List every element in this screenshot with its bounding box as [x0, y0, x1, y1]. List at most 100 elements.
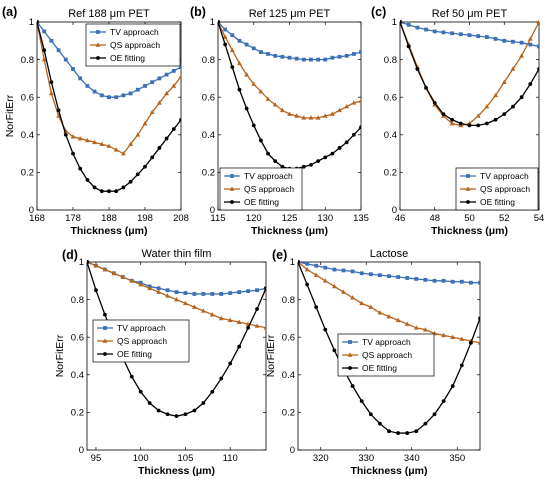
data-point: [316, 57, 320, 62]
data-point: [251, 46, 256, 51]
x-tick-label: 52: [499, 213, 510, 224]
data-point: [164, 136, 169, 141]
data-point: [323, 57, 328, 62]
data-point: [171, 83, 177, 88]
data-point: [478, 316, 480, 321]
series-group: [400, 19, 539, 128]
data-point: [92, 89, 97, 94]
x-tick-label: 168: [29, 213, 45, 224]
data-point: [301, 115, 307, 120]
data-point: [147, 401, 152, 405]
data-point: [441, 112, 446, 117]
series-group: [218, 19, 361, 171]
x-tick-label: 188: [101, 213, 117, 224]
data-point: [424, 85, 428, 90]
legend: TV approach QS approach OE fitting: [92, 319, 190, 363]
data-point: [93, 263, 99, 268]
data-point: [157, 76, 162, 81]
data-point: [396, 275, 400, 279]
data-point: [143, 164, 147, 169]
data-point: [129, 278, 135, 283]
data-point: [106, 143, 112, 148]
data-point: [330, 55, 335, 60]
data-point: [230, 33, 235, 38]
data-point: [536, 19, 539, 24]
y-axis-title: NorFitErr: [54, 334, 66, 377]
data-point: [359, 399, 364, 404]
legend-marker: [466, 174, 470, 178]
y-tick-label: 0.8: [384, 55, 397, 66]
data-point: [404, 321, 410, 326]
data-point: [87, 260, 89, 264]
x-tick-label: 100: [133, 453, 149, 464]
data-point: [164, 90, 169, 96]
data-point: [255, 288, 259, 293]
data-point: [351, 52, 356, 56]
data-point: [459, 363, 464, 368]
data-point: [350, 384, 355, 388]
y-tick-label: 0.4: [384, 130, 397, 141]
data-point: [165, 412, 170, 417]
data-point: [107, 95, 111, 100]
data-point: [484, 104, 490, 109]
data-point: [432, 100, 437, 105]
data-point: [92, 185, 97, 190]
data-point: [314, 263, 319, 268]
data-point: [165, 293, 170, 298]
data-point: [138, 281, 144, 287]
data-point: [502, 38, 507, 43]
data-point: [341, 268, 346, 273]
data-point: [200, 308, 206, 313]
data-point: [330, 151, 335, 156]
data-point: [476, 123, 481, 128]
data-point: [519, 95, 524, 100]
data-point: [77, 135, 83, 141]
panel-title: Water thin film: [142, 248, 212, 260]
data-point: [396, 431, 400, 435]
data-point: [476, 34, 481, 38]
y-axis-title: NorFitErr: [4, 94, 16, 137]
data-point: [368, 272, 373, 277]
data-point: [56, 48, 61, 53]
data-point: [432, 412, 437, 417]
data-point: [405, 431, 410, 435]
y-tick-label: 0.2: [202, 168, 215, 179]
legend-entry: QS approach: [480, 184, 530, 194]
data-point: [120, 274, 126, 279]
data-point: [537, 44, 539, 49]
data-point: [102, 266, 108, 272]
data-point: [157, 100, 162, 105]
data-point: [223, 42, 228, 47]
legend-entry: TV approach: [110, 27, 159, 37]
y-tick-label: 0.6: [202, 92, 215, 103]
legend-marker: [102, 338, 108, 343]
x-axis-title: Thickness (μm): [70, 225, 147, 237]
x-axis-title: Thickness (μm): [350, 465, 427, 477]
data-point: [294, 113, 300, 118]
data-point: [210, 389, 215, 394]
data-point: [63, 57, 68, 62]
data-point: [423, 421, 428, 426]
series-group: [298, 259, 480, 435]
data-point: [244, 42, 249, 47]
y-tick-label: 1: [29, 17, 34, 28]
data-point: [174, 414, 179, 419]
data-point: [201, 292, 206, 296]
panel-letter: (d): [62, 248, 78, 262]
data-point: [150, 155, 155, 160]
x-tick-label: 350: [449, 453, 465, 464]
data-point: [183, 412, 188, 417]
y-tick-label: 0.6: [21, 92, 34, 103]
data-point: [121, 151, 126, 156]
data-point: [424, 27, 428, 32]
x-tick-label: 115: [210, 213, 225, 224]
panel-letter: (e): [272, 248, 287, 262]
data-point: [259, 50, 263, 54]
legend: TV approach QS approach OE fitting: [337, 333, 435, 377]
data-point: [359, 50, 361, 54]
data-point: [273, 159, 278, 164]
data-point: [332, 348, 337, 353]
data-point: [99, 93, 104, 98]
data-point: [301, 57, 306, 62]
data-point: [386, 313, 392, 319]
